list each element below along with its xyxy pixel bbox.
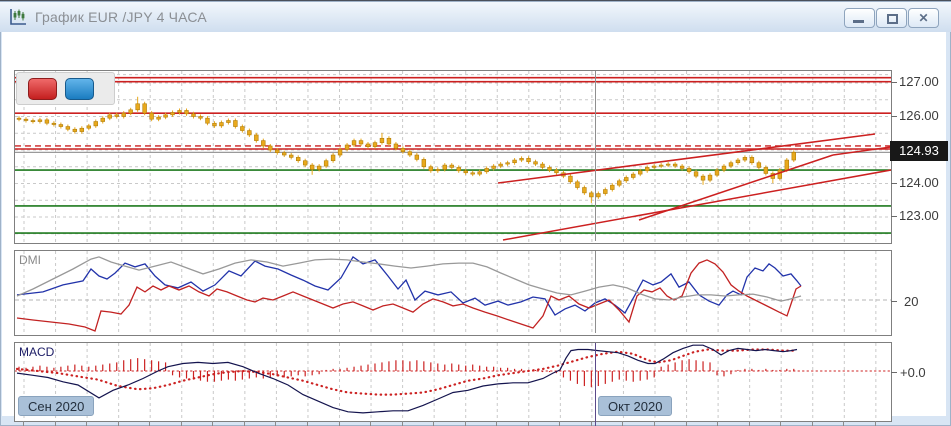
price-axis-label: 124.00: [899, 174, 939, 190]
minimize-button[interactable]: [844, 8, 875, 28]
time-axis-tick: [149, 421, 151, 426]
price-axis-label: 127.00: [899, 74, 939, 89]
price-axis-tick: [891, 216, 897, 217]
month-separator-line: [595, 251, 596, 333]
time-axis-tick: [874, 421, 876, 426]
current-price-badge: 124.93: [890, 141, 948, 162]
time-axis-tick: [780, 421, 782, 426]
toolbar-button-blue[interactable]: [65, 78, 94, 100]
time-axis-tick: [54, 421, 56, 426]
time-axis-tick: [180, 421, 182, 426]
time-axis-tick: [275, 421, 277, 426]
time-axis-tick: [496, 421, 498, 426]
price-axis-label: 123.00: [899, 208, 939, 223]
time-axis-tick: [464, 421, 466, 426]
time-axis-tick: [622, 421, 624, 426]
time-axis-tick: [717, 421, 719, 426]
time-axis-tick: [433, 421, 435, 426]
time-axis-tick: [590, 421, 592, 426]
candlestick-chart-icon: [10, 9, 26, 25]
macd-indicator-label: MACD: [19, 345, 55, 359]
toolbar-button-red[interactable]: [28, 78, 57, 100]
price-axis-label: 126.00: [899, 107, 939, 123]
minimize-icon: [853, 20, 864, 23]
dmi-indicator-label: DMI: [19, 253, 41, 267]
month-badge-september: Сен 2020: [18, 396, 95, 416]
chart-toolbar: [16, 72, 115, 105]
price-axis-tick: [891, 82, 897, 83]
time-axis-tick: [748, 421, 750, 426]
time-axis-tick: [401, 421, 403, 426]
time-axis-tick: [23, 421, 24, 426]
time-axis-tick: [243, 421, 245, 426]
macd-chart: [15, 343, 891, 421]
time-axis-tick: [306, 421, 308, 426]
time-axis-tick: [559, 421, 561, 426]
macd-level-tick: [891, 372, 897, 373]
close-button[interactable]: ✕: [908, 8, 939, 28]
restore-button[interactable]: [876, 8, 907, 28]
time-axis-tick: [86, 421, 88, 426]
dmi-panel[interactable]: DMI: [14, 250, 892, 336]
time-axis-tick: [338, 421, 340, 426]
time-axis-tick: [654, 421, 655, 426]
candlestick-chart: [15, 71, 891, 243]
price-axis-tick: [891, 182, 897, 184]
dmi-level-label: 20: [904, 294, 919, 309]
macd-level-label: +0.0: [900, 365, 926, 380]
price-axis-tick: [891, 115, 897, 117]
time-axis-tick: [843, 421, 845, 426]
time-axis-tick: [527, 421, 529, 426]
dmi-chart: [15, 251, 891, 335]
month-separator-line: [595, 343, 596, 426]
dmi-level-tick: [891, 301, 897, 302]
macd-panel[interactable]: MACD: [14, 342, 892, 422]
time-axis-tick: [117, 421, 119, 426]
title-bar[interactable]: График EUR /JPY 4 ЧАСА: [0, 2, 951, 32]
price-panel[interactable]: [14, 70, 892, 244]
time-axis-tick: [685, 421, 687, 426]
time-axis-tick: [811, 421, 813, 426]
restore-icon: [887, 14, 898, 24]
time-axis-tick: [370, 421, 372, 426]
month-badge-october: Окт 2020: [598, 396, 673, 416]
time-axis-tick: [212, 421, 214, 426]
close-icon: ✕: [918, 11, 929, 25]
window-title: График EUR /JPY 4 ЧАСА: [35, 9, 207, 25]
chart-client-area: DMI MACD 124.93 20 +0.0 Сен 2020 Окт 202…: [2, 32, 948, 426]
month-separator-line: [595, 71, 596, 241]
